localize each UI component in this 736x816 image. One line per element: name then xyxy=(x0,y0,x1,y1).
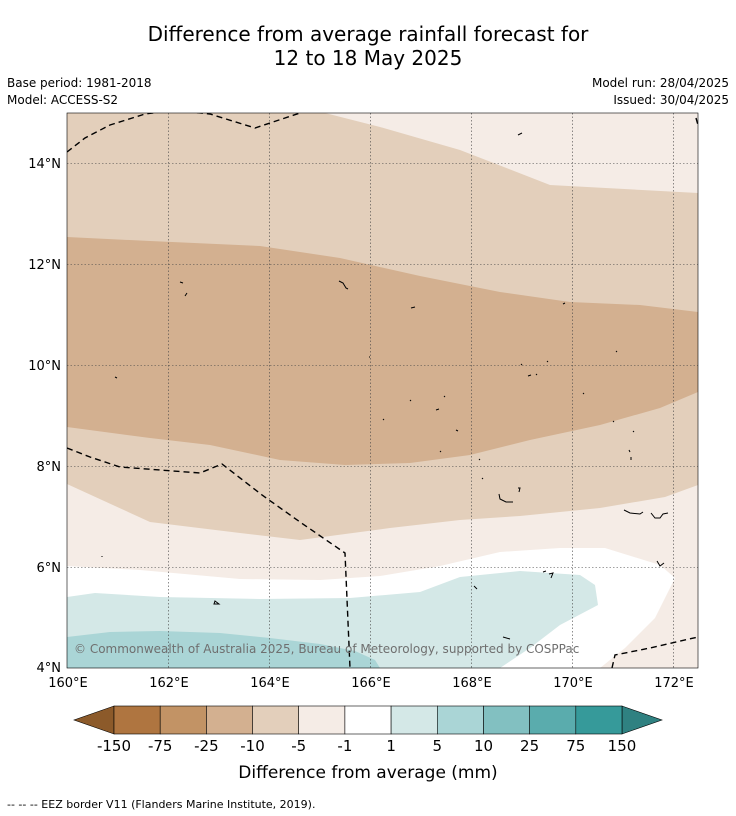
colorbar-tick-label: 1 xyxy=(386,737,396,755)
colorbar-bin xyxy=(252,705,300,735)
eez-border xyxy=(67,113,698,668)
colorbar-tick-label: 75 xyxy=(566,737,585,755)
model-name: Model: ACCESS-S2 xyxy=(7,93,119,107)
graticule xyxy=(67,113,698,668)
base-period: Base period: 1981-2018 xyxy=(7,76,152,90)
colorbar-below-min-arrow xyxy=(73,705,115,735)
colorbar-bin xyxy=(483,705,531,735)
colorbar-tick-label: 25 xyxy=(520,737,539,755)
colorbar-bin xyxy=(575,705,623,735)
colorbar-tick-label: -25 xyxy=(194,737,219,755)
colorbar-bin xyxy=(298,705,346,735)
title-line-1: Difference from average rainfall forecas… xyxy=(147,22,589,46)
issued-date: Issued: 30/04/2025 xyxy=(613,93,729,107)
colorbar-bin xyxy=(206,705,253,735)
lon-label-168e: 168°E xyxy=(452,676,492,691)
lon-label-164e: 164°E xyxy=(250,676,290,691)
copyright-notice: © Commonwealth of Australia 2025, Bureau… xyxy=(74,642,579,656)
lon-label-162e: 162°E xyxy=(149,676,189,691)
colorbar-tick-label: -10 xyxy=(240,737,265,755)
latitude-labels: 4°N 6°N 8°N 10°N 12°N 14°N xyxy=(28,157,61,676)
colorbar-bin xyxy=(529,705,577,735)
colorbar-above-max-arrow xyxy=(621,705,663,735)
lat-label-12n: 12°N xyxy=(28,258,61,273)
colorbar-bin xyxy=(390,705,438,735)
lon-label-170e: 170°E xyxy=(553,676,593,691)
title-line-2: 12 to 18 May 2025 xyxy=(273,46,463,70)
colorbar-tick-label: -1 xyxy=(337,737,352,755)
colorbar-tick-label: 10 xyxy=(474,737,493,755)
lon-label-160e: 160°E xyxy=(48,676,88,691)
lat-label-14n: 14°N xyxy=(28,157,61,172)
lat-label-8n: 8°N xyxy=(37,460,62,475)
colorbar-tick-label: -150 xyxy=(97,737,131,755)
lon-label-172e: 172°E xyxy=(654,676,694,691)
meta-right: Model run: 28/04/2025 Issued: 30/04/2025 xyxy=(592,75,729,109)
lat-label-4n: 4°N xyxy=(37,661,62,676)
colorbar-bin xyxy=(344,705,392,735)
longitude-labels: 160°E 162°E 164°E 166°E 168°E 170°E 172°… xyxy=(48,676,694,691)
model-run: Model run: 28/04/2025 xyxy=(591,76,729,90)
bin-minus25-minus10-region xyxy=(67,237,698,465)
lat-label-10n: 10°N xyxy=(28,359,61,374)
colorbar-bin xyxy=(113,705,161,735)
colorbar: -150 -75 -25 -10 -5 -1 1 5 10 25 75 150 … xyxy=(73,705,663,783)
lon-label-166e: 166°E xyxy=(351,676,391,691)
colorbar-tick-label: 150 xyxy=(608,737,637,755)
map-area: © Commonwealth of Australia 2025, Bureau… xyxy=(67,113,698,668)
map-frame xyxy=(66,112,699,669)
eez-legend-note: -- -- -- EEZ border V11 (Flanders Marine… xyxy=(7,798,315,811)
lat-label-6n: 6°N xyxy=(37,561,62,576)
colorbar-bin xyxy=(159,705,207,735)
meta-left: Base period: 1981-2018 Model: ACCESS-S2 xyxy=(7,75,152,109)
colorbar-tick-label: -75 xyxy=(148,737,173,755)
chart-title: Difference from average rainfall forecas… xyxy=(0,22,736,70)
colorbar-tick-label: -5 xyxy=(291,737,306,755)
islands xyxy=(101,132,669,640)
bin-plus5-plus10-region xyxy=(67,631,380,668)
colorbar-bin xyxy=(436,705,484,735)
colorbar-tick-label: 5 xyxy=(433,737,443,755)
colorbar-title: Difference from average (mm) xyxy=(238,763,497,783)
